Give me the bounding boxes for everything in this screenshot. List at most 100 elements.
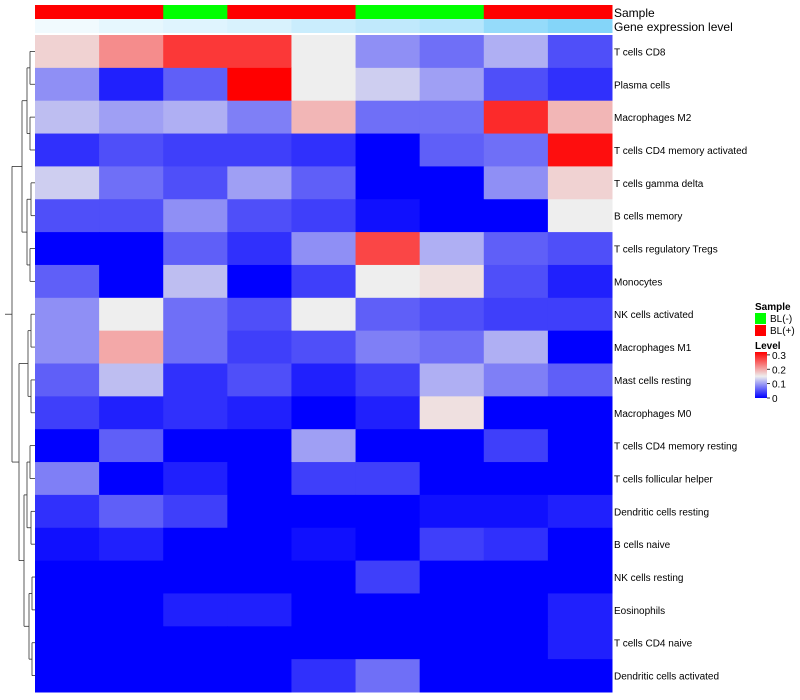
sample-annotation-label: Sample [614, 6, 655, 20]
heatmap-cell [35, 166, 100, 200]
heatmap-cell [163, 494, 228, 529]
heatmap-cell [291, 593, 357, 627]
heatmap-cell [227, 659, 292, 693]
heatmap-cell [291, 166, 357, 200]
heatmap-cell [355, 67, 421, 102]
heatmap-cell [35, 67, 100, 102]
heatmap-cell [99, 35, 164, 69]
sample-legend-label: BL(-) [770, 314, 792, 325]
heatmap-cell [35, 199, 100, 233]
heatmap-cell [355, 429, 421, 463]
heatmap-cell [99, 330, 164, 364]
heatmap-cell [483, 35, 549, 69]
heatmap-cell [227, 593, 292, 627]
heatmap-cell [547, 396, 613, 430]
row-label: Macrophages M0 [614, 409, 692, 420]
row-label: Mast cells resting [614, 376, 691, 387]
heatmap-cell [547, 133, 613, 167]
heatmap-cell [355, 363, 421, 397]
heatmap-cell [355, 232, 421, 266]
heatmap-cell [99, 232, 164, 266]
heatmap-cell [163, 527, 228, 562]
heatmap-cell [35, 133, 100, 167]
heatmap-cell [483, 264, 549, 299]
sample-annotation-cell [547, 5, 613, 19]
level-tick-label: 0.3 [772, 351, 786, 362]
row-label: T cells CD4 memory activated [614, 146, 747, 157]
heatmap-cell [163, 330, 228, 364]
heatmap-cell [483, 133, 549, 167]
gene-expression-annotation-cell [355, 19, 421, 33]
heatmap-cell [227, 232, 292, 266]
heatmap-cell [483, 396, 549, 430]
heatmap-cell [419, 100, 485, 135]
level-tick-label: 0.1 [772, 380, 786, 391]
heatmap-cell [291, 232, 357, 266]
heatmap-cell [163, 297, 228, 332]
gene-expression-annotation-cell [547, 19, 613, 33]
heatmap-cell [547, 593, 613, 627]
heatmap-cell [227, 462, 292, 496]
row-dendrogram [5, 51, 35, 676]
heatmap-cell [291, 264, 357, 299]
heatmap-cell [99, 560, 164, 594]
annotation-labels: Sample Gene expression level [614, 6, 733, 34]
heatmap-cell [419, 429, 485, 463]
heatmap-cell [419, 133, 485, 167]
level-tick-label: 0 [772, 394, 778, 405]
heatmap-cell [163, 264, 228, 299]
heatmap-cell [547, 67, 613, 102]
gene-expression-annotation-cell [419, 19, 485, 33]
heatmap-cell [547, 429, 613, 463]
gene-expression-annotation-cell [99, 19, 164, 33]
heatmap-cell [419, 330, 485, 364]
heatmap-cell [483, 363, 549, 397]
heatmap-cell [355, 494, 421, 529]
heatmap-cell [99, 659, 164, 693]
heatmap-cell [291, 199, 357, 233]
heatmap-cell [483, 67, 549, 102]
heatmap-cell [291, 35, 357, 69]
heatmap-cell [483, 297, 549, 332]
heatmap-cell [35, 396, 100, 430]
heatmap-cell [227, 199, 292, 233]
gene-expression-annotation-cell [483, 19, 549, 33]
heatmap-cell [227, 330, 292, 364]
heatmap-cell [291, 626, 357, 660]
heatmap-cell [227, 166, 292, 200]
heatmap-cell [419, 232, 485, 266]
heatmap-cell [227, 297, 292, 332]
heatmap-cell [419, 527, 485, 562]
heatmap-cell [227, 626, 292, 660]
heatmap-cell [483, 494, 549, 529]
heatmap-cell [547, 297, 613, 332]
heatmap-cell [35, 527, 100, 562]
sample-legend-swatch [755, 313, 766, 324]
heatmap-cell [419, 560, 485, 594]
heatmap-cell [227, 494, 292, 529]
heatmap-cells [35, 35, 613, 693]
heatmap-cell [35, 626, 100, 660]
heatmap-cell [547, 100, 613, 135]
heatmap-cell [291, 560, 357, 594]
heatmap-cell [99, 133, 164, 167]
heatmap-cell [99, 199, 164, 233]
heatmap-cell [547, 462, 613, 496]
column-annotations [35, 5, 613, 33]
heatmap-cell [163, 626, 228, 660]
row-labels: T cells CD8 Plasma cells Macrophages M2 T c… [614, 47, 747, 682]
heatmap-cell [99, 166, 164, 200]
level-tick-label: 0.2 [772, 365, 786, 376]
heatmap-cell [291, 494, 357, 529]
heatmap-cell [483, 593, 549, 627]
heatmap-cell [355, 199, 421, 233]
sample-annotation-cell [291, 5, 357, 19]
heatmap-cell [419, 35, 485, 69]
heatmap-cell [99, 67, 164, 102]
heatmap-cell [35, 264, 100, 299]
heatmap-cell [355, 659, 421, 693]
row-label: T cells CD4 memory resting [614, 442, 737, 453]
gene-expression-annotation-cell [227, 19, 292, 33]
heatmap-cell [35, 659, 100, 693]
heatmap-cell [483, 100, 549, 135]
